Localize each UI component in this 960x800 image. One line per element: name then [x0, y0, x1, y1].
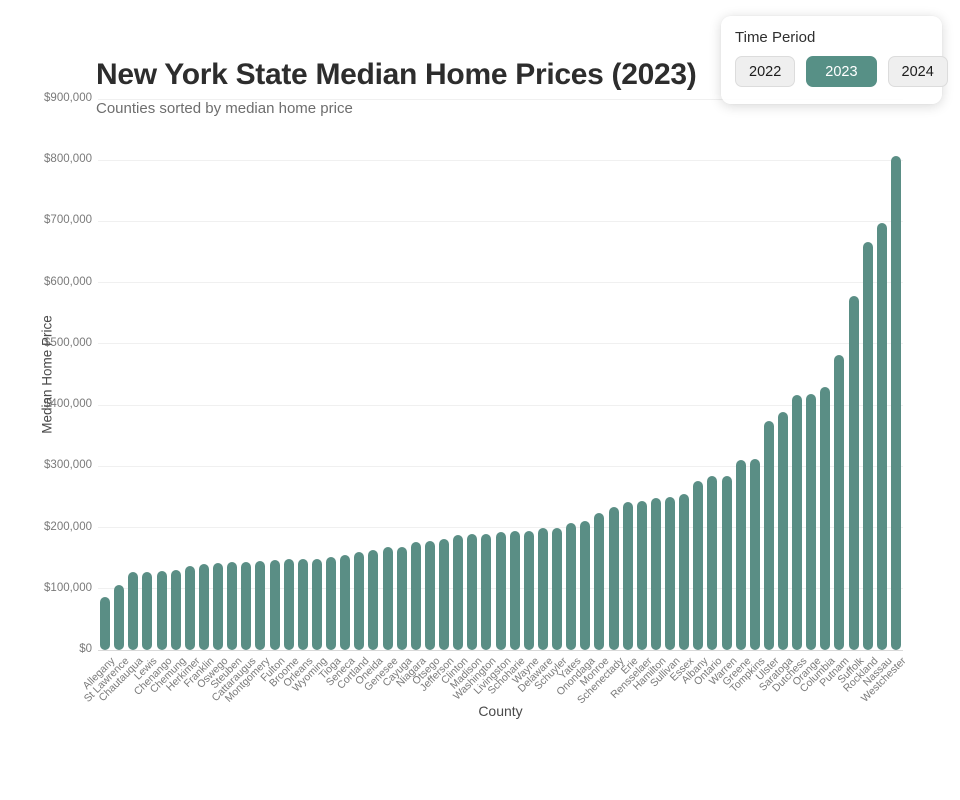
bar-oswego[interactable]	[213, 563, 223, 650]
bar-tompkins[interactable]	[749, 459, 760, 650]
bar-chenango[interactable]	[156, 571, 167, 650]
bar-cortland[interactable]	[354, 552, 365, 650]
bar-suffolk[interactable]	[848, 296, 859, 650]
bar-madison[interactable]	[467, 534, 478, 650]
bar-wyoming[interactable]	[311, 559, 322, 650]
time-period-button-group: 2022 2023 2024	[735, 56, 948, 87]
page-subtitle: Counties sorted by median home price	[96, 100, 353, 117]
bar-westchester[interactable]	[890, 156, 901, 650]
bar-warren[interactable]	[721, 476, 732, 650]
time-period-label: Time Period	[735, 29, 816, 46]
bar-dutchess[interactable]	[792, 395, 803, 650]
gridline	[98, 465, 903, 467]
bar-st-lawrence[interactable]	[114, 585, 125, 650]
bar-yates[interactable]	[566, 523, 577, 650]
bar-orange[interactable]	[806, 394, 817, 650]
bar-monroe[interactable]	[594, 513, 605, 650]
bar-jefferson[interactable]	[439, 539, 449, 650]
bar-genesee[interactable]	[382, 547, 393, 650]
y-tick-label: $0	[79, 643, 92, 655]
bar-franklin[interactable]	[198, 564, 209, 650]
bar-allegany[interactable]	[100, 597, 111, 650]
y-tick-label: $100,000	[44, 581, 92, 594]
y-tick-label: $400,000	[44, 398, 92, 411]
bar-niagara[interactable]	[410, 542, 421, 650]
page-title: New York State Median Home Prices (2023)	[96, 58, 697, 91]
y-tick-label: $500,000	[44, 336, 92, 349]
y-tick-label: $300,000	[44, 459, 92, 472]
bar-cayuga[interactable]	[396, 547, 407, 650]
bar-tioga[interactable]	[326, 557, 336, 650]
bar-rockland[interactable]	[862, 242, 873, 650]
bar-clinton[interactable]	[453, 535, 464, 650]
bar-livingston[interactable]	[495, 532, 506, 650]
gridline	[98, 220, 903, 222]
y-tick-label: $200,000	[44, 520, 92, 533]
bar-saratoga[interactable]	[778, 412, 788, 650]
bar-montgomery[interactable]	[255, 561, 266, 650]
bar-seneca[interactable]	[340, 555, 351, 650]
bar-onondaga[interactable]	[580, 521, 591, 650]
bar-albany[interactable]	[693, 481, 704, 650]
bar-chautauqua[interactable]	[128, 572, 139, 650]
gridline	[98, 159, 903, 161]
bar-schuyler[interactable]	[552, 528, 562, 650]
bar-steuben[interactable]	[227, 562, 238, 650]
y-tick-label: $700,000	[44, 214, 92, 227]
time-period-panel: Time Period 2022 2023 2024	[721, 16, 948, 104]
bar-washington[interactable]	[481, 534, 492, 650]
y-tick-label: $600,000	[44, 275, 92, 288]
bar-rensselaer[interactable]	[636, 501, 647, 650]
bar-chemung[interactable]	[170, 570, 181, 650]
bar-orleans[interactable]	[297, 559, 308, 650]
y-tick-label: $800,000	[44, 153, 92, 166]
time-period-button-2023[interactable]: 2023	[806, 56, 877, 87]
bar-otsego[interactable]	[424, 541, 435, 650]
bar-delaware[interactable]	[537, 528, 548, 650]
gridline	[98, 404, 903, 406]
bar-schenectady[interactable]	[608, 507, 619, 650]
bar-sullivan[interactable]	[665, 497, 675, 650]
bar-erie[interactable]	[622, 502, 633, 650]
bar-herkimer[interactable]	[184, 566, 195, 650]
gridline	[98, 527, 903, 529]
bar-hamilton[interactable]	[650, 498, 661, 650]
bar-lewis[interactable]	[142, 572, 153, 650]
bar-oneida[interactable]	[368, 550, 379, 650]
gridline	[98, 343, 903, 345]
bar-putnam[interactable]	[834, 355, 845, 650]
gridline	[98, 98, 903, 100]
time-period-button-2022[interactable]: 2022	[735, 56, 796, 87]
gridline	[98, 282, 903, 284]
y-tick-label: $900,000	[44, 92, 92, 104]
bar-essex[interactable]	[679, 494, 690, 650]
bar-fulton[interactable]	[269, 560, 280, 650]
bar-broome[interactable]	[283, 559, 294, 650]
bar-ontario[interactable]	[707, 476, 718, 650]
bar-wayne[interactable]	[523, 531, 534, 650]
x-axis-title: County	[478, 703, 523, 719]
bar-schoharie[interactable]	[509, 531, 520, 650]
bar-greene[interactable]	[735, 460, 746, 650]
x-axis-line	[98, 649, 903, 651]
time-period-button-2024[interactable]: 2024	[887, 56, 948, 87]
bar-cattaraugus[interactable]	[241, 562, 252, 650]
bar-columbia[interactable]	[820, 387, 831, 650]
bar-ulster[interactable]	[763, 421, 774, 650]
y-axis-title: Median Home Price	[39, 314, 55, 434]
bar-nassau[interactable]	[876, 223, 887, 650]
